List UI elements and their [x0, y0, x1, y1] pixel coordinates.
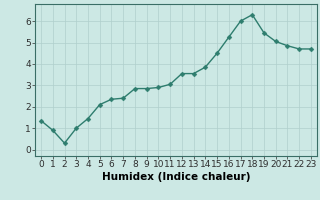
X-axis label: Humidex (Indice chaleur): Humidex (Indice chaleur) — [102, 172, 250, 182]
